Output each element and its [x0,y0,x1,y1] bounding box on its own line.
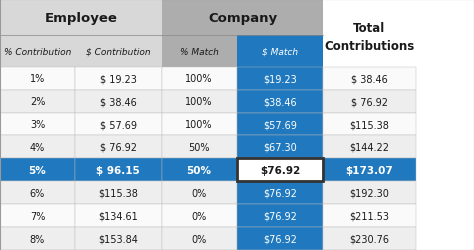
Text: 50%: 50% [188,142,210,152]
Text: 50%: 50% [187,165,211,175]
Text: $76.92: $76.92 [260,165,300,175]
Bar [75,227,162,250]
Text: $ 96.15: $ 96.15 [96,165,140,175]
Bar [237,90,323,113]
Text: $76.92: $76.92 [263,234,297,243]
Text: 6%: 6% [30,188,45,198]
Bar [323,204,416,227]
Bar [75,159,162,182]
Text: Employee: Employee [45,12,117,24]
Bar [162,0,323,36]
Text: $230.76: $230.76 [349,234,390,243]
Text: $76.92: $76.92 [263,188,297,198]
Text: $173.07: $173.07 [346,165,393,175]
Bar [323,0,416,68]
Bar [237,136,323,159]
Bar [323,113,416,136]
Text: 100%: 100% [185,97,213,107]
Text: 5%: 5% [28,165,46,175]
Text: $ Match: $ Match [262,48,298,56]
Text: % Contribution: % Contribution [4,48,71,56]
Bar [162,113,237,136]
Text: 0%: 0% [191,211,207,221]
Text: Company: Company [208,12,277,24]
Bar [75,204,162,227]
Text: Total: Total [353,22,386,35]
Bar [323,159,416,182]
Text: 0%: 0% [191,188,207,198]
Bar [323,182,416,204]
Text: 1%: 1% [30,74,45,84]
Text: 100%: 100% [185,74,213,84]
Bar [162,204,237,227]
Bar [323,68,416,90]
Bar [0,227,75,250]
Bar [162,36,237,68]
Bar [75,68,162,90]
Text: $153.84: $153.84 [98,234,138,243]
Bar [237,68,323,90]
Bar [0,0,162,36]
Bar [162,227,237,250]
Bar [0,136,75,159]
Text: $192.30: $192.30 [349,188,390,198]
Bar [162,68,237,90]
Bar [162,90,237,113]
Text: $134.61: $134.61 [99,211,138,221]
Bar [75,136,162,159]
Bar [0,68,75,90]
Bar [75,36,162,68]
Text: 100%: 100% [185,120,213,130]
Bar [237,182,323,204]
Text: $115.38: $115.38 [349,120,390,130]
Bar [237,159,323,182]
Bar [237,159,323,182]
Text: $57.69: $57.69 [263,120,297,130]
Text: $ 76.92: $ 76.92 [100,142,137,152]
Text: $ 19.23: $ 19.23 [100,74,137,84]
Bar [75,182,162,204]
Text: $144.22: $144.22 [349,142,390,152]
Bar [0,182,75,204]
Text: $38.46: $38.46 [263,97,297,107]
Text: $115.38: $115.38 [98,188,138,198]
Bar [237,113,323,136]
Text: 4%: 4% [30,142,45,152]
Bar [75,113,162,136]
Text: $ 38.46: $ 38.46 [100,97,137,107]
Bar [162,136,237,159]
Bar [323,90,416,113]
Bar [0,204,75,227]
Bar [75,90,162,113]
Bar [237,36,323,68]
Text: $ 57.69: $ 57.69 [100,120,137,130]
Bar [0,90,75,113]
Bar [0,36,75,68]
Text: 3%: 3% [30,120,45,130]
Text: $ 38.46: $ 38.46 [351,74,388,84]
Bar [162,182,237,204]
Bar [162,159,237,182]
Bar [237,227,323,250]
Text: $ Contribution: $ Contribution [86,48,151,56]
Text: 7%: 7% [30,211,45,221]
Text: $67.30: $67.30 [263,142,297,152]
Bar [323,227,416,250]
Text: $211.53: $211.53 [349,211,390,221]
Text: $19.23: $19.23 [263,74,297,84]
Text: 2%: 2% [30,97,45,107]
Bar [0,159,75,182]
Text: % Match: % Match [180,48,219,56]
Text: 8%: 8% [30,234,45,243]
Bar [0,113,75,136]
Text: $76.92: $76.92 [263,211,297,221]
Text: Contributions: Contributions [324,40,415,52]
Bar [323,136,416,159]
Text: 0%: 0% [191,234,207,243]
Bar [237,204,323,227]
Text: $ 76.92: $ 76.92 [351,97,388,107]
